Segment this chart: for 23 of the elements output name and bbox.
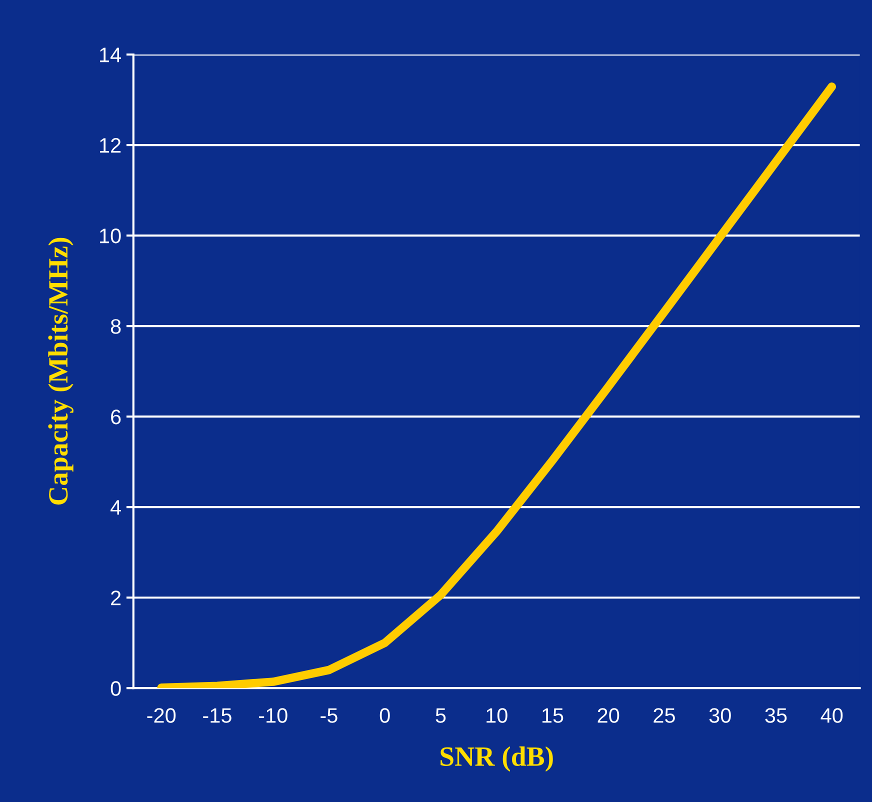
x-tick-label: 20 (598, 708, 620, 723)
y-tick-label: 10 (100, 228, 121, 244)
x-tick-label: 0 (380, 708, 390, 723)
x-tick-label: 10 (486, 708, 508, 723)
x-tick-label: 30 (709, 708, 731, 723)
x-tick-label: -10 (258, 708, 288, 723)
y-tick-label: 6 (111, 410, 121, 424)
x-tick-label: 15 (542, 708, 564, 723)
y-tick-label: 14 (100, 48, 122, 62)
y-tick-label: 12 (100, 138, 121, 153)
x-tick-label: 35 (765, 708, 787, 723)
x-tick-label: 25 (654, 708, 675, 723)
x-axis-title: SNR (dB) (440, 746, 553, 772)
y-tick-label: 8 (110, 319, 121, 334)
y-tick-label: 4 (110, 500, 121, 515)
x-tick-label: -5 (320, 708, 338, 723)
x-tick-label: 5 (436, 708, 446, 723)
y-axis-title: Capacity (Mbits/MHz) (48, 238, 74, 505)
y-tick-label: 0 (110, 681, 121, 696)
x-tick-label: -15 (203, 708, 232, 723)
x-tick-label: 40 (820, 708, 843, 723)
y-tick-label: 2 (111, 590, 121, 606)
x-tick-label: -20 (147, 708, 176, 723)
